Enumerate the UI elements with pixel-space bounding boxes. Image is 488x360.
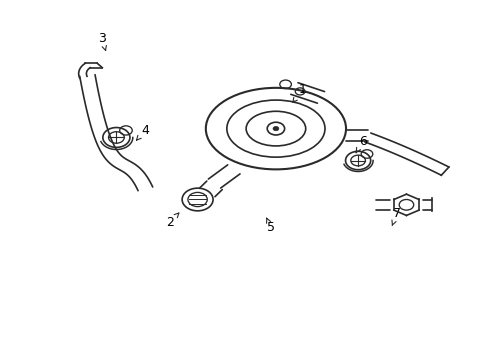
Circle shape [272,126,278,131]
Text: 4: 4 [136,124,149,140]
Text: 1: 1 [292,83,306,102]
Text: 6: 6 [355,135,366,153]
Text: 2: 2 [165,213,179,229]
Text: 3: 3 [98,32,106,50]
Text: 5: 5 [266,218,275,234]
Text: 7: 7 [391,207,400,226]
